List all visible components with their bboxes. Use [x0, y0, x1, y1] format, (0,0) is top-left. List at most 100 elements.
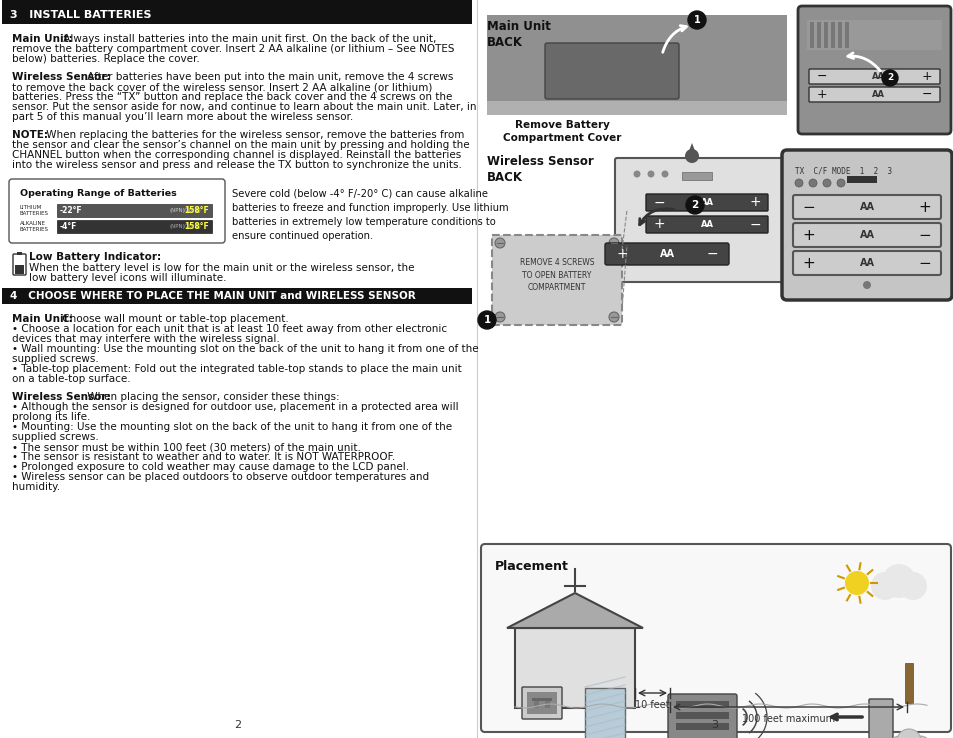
- Circle shape: [887, 736, 911, 738]
- Text: • Table-top placement: Fold out the integrated table-top stands to place the mai: • Table-top placement: Fold out the inte…: [12, 364, 461, 374]
- Circle shape: [808, 179, 816, 187]
- Text: 2: 2: [691, 200, 698, 210]
- Text: on a table-top surface.: on a table-top surface.: [12, 374, 131, 384]
- Text: TX  C/F MODE  1  2  3: TX C/F MODE 1 2 3: [794, 167, 891, 176]
- Circle shape: [684, 149, 699, 163]
- Text: Main Unit
BACK: Main Unit BACK: [486, 20, 550, 49]
- Text: Low Battery Indicator:: Low Battery Indicator:: [29, 252, 161, 262]
- Text: Wireless Sensor:: Wireless Sensor:: [12, 72, 111, 82]
- Text: Main Unit:: Main Unit:: [12, 314, 72, 324]
- Text: ALKALINE
BATTERIES: ALKALINE BATTERIES: [20, 221, 49, 232]
- FancyBboxPatch shape: [521, 687, 561, 719]
- Circle shape: [633, 170, 639, 178]
- Text: 1: 1: [693, 15, 700, 25]
- Text: −: −: [921, 88, 931, 101]
- Bar: [809, 22, 813, 48]
- Text: −: −: [801, 199, 815, 215]
- Circle shape: [608, 238, 618, 248]
- FancyBboxPatch shape: [808, 87, 939, 102]
- Text: Main Unit:: Main Unit:: [12, 34, 72, 44]
- Circle shape: [685, 196, 703, 214]
- Text: 158°F: 158°F: [184, 222, 209, 231]
- Circle shape: [495, 312, 504, 322]
- Text: • Wall mounting: Use the mounting slot on the back of the unit to hang it from o: • Wall mounting: Use the mounting slot o…: [12, 344, 478, 354]
- Circle shape: [608, 312, 618, 322]
- Text: −: −: [653, 196, 664, 210]
- Text: −: −: [816, 70, 826, 83]
- Circle shape: [822, 179, 830, 187]
- Text: AA: AA: [659, 249, 674, 259]
- FancyBboxPatch shape: [492, 235, 621, 325]
- Circle shape: [836, 179, 844, 187]
- Text: −: −: [705, 247, 717, 261]
- FancyBboxPatch shape: [645, 216, 767, 233]
- Text: 158°F: 158°F: [184, 206, 209, 215]
- Text: LITHIUM
BATTERIES: LITHIUM BATTERIES: [20, 205, 49, 216]
- Polygon shape: [686, 143, 697, 156]
- Circle shape: [647, 170, 654, 178]
- FancyBboxPatch shape: [868, 699, 892, 738]
- Bar: [2, 0, 472, 6]
- Circle shape: [862, 281, 870, 289]
- Text: −: −: [918, 227, 930, 243]
- Bar: [676, 712, 728, 719]
- Text: Severe cold (below -4° F/-20° C) can cause alkaline
batteries to freeze and func: Severe cold (below -4° F/-20° C) can cau…: [232, 189, 508, 241]
- Bar: [526, 692, 557, 714]
- Bar: [681, 172, 711, 180]
- Text: (70°C): (70°C): [184, 208, 201, 213]
- Bar: [17, 252, 22, 255]
- Circle shape: [870, 572, 898, 600]
- Circle shape: [896, 729, 920, 738]
- Polygon shape: [506, 593, 642, 628]
- Text: • Prolonged exposure to cold weather may cause damage to the LCD panel.: • Prolonged exposure to cold weather may…: [12, 462, 409, 472]
- Text: AA: AA: [871, 72, 883, 81]
- Text: 2: 2: [234, 720, 241, 730]
- Text: the sensor and clear the sensor’s channel on the main unit by pressing and holdi: the sensor and clear the sensor’s channe…: [12, 140, 469, 150]
- Text: +: +: [816, 88, 826, 101]
- Circle shape: [794, 179, 802, 187]
- Text: AA: AA: [700, 198, 713, 207]
- Text: Placement: Placement: [495, 560, 568, 573]
- Text: AA: AA: [859, 202, 874, 212]
- FancyBboxPatch shape: [792, 195, 940, 219]
- Bar: [676, 701, 728, 708]
- Bar: [806, 20, 941, 50]
- Bar: [2, 288, 472, 304]
- Text: Wireless Sensor:: Wireless Sensor:: [12, 392, 111, 402]
- Bar: [584, 688, 624, 738]
- Text: NOTE:: NOTE:: [12, 130, 48, 140]
- Circle shape: [844, 571, 868, 595]
- Text: CHANNEL button when the corresponding channel is displayed. Reinstall the batter: CHANNEL button when the corresponding ch…: [12, 150, 460, 160]
- Text: below) batteries. Replace the cover.: below) batteries. Replace the cover.: [12, 54, 199, 64]
- Text: 10 feet: 10 feet: [635, 700, 669, 710]
- Bar: [844, 22, 848, 48]
- Bar: [846, 176, 876, 183]
- Text: +: +: [801, 255, 815, 271]
- Text: Wireless Sensor
BACK: Wireless Sensor BACK: [486, 155, 593, 184]
- FancyBboxPatch shape: [797, 6, 950, 134]
- Text: supplied screws.: supplied screws.: [12, 432, 99, 442]
- Bar: [532, 698, 552, 701]
- Text: +: +: [921, 70, 931, 83]
- Text: AA: AA: [859, 258, 874, 268]
- Text: Choose wall mount or table-top placement.: Choose wall mount or table-top placement…: [59, 314, 289, 324]
- Bar: [544, 701, 550, 708]
- Text: • Choose a location for each unit that is at least 10 feet away from other elect: • Choose a location for each unit that i…: [12, 324, 447, 334]
- FancyBboxPatch shape: [781, 150, 951, 300]
- Bar: [57, 220, 212, 233]
- Text: • The sensor is resistant to weather and to water. It is NOT WATERPROOF.: • The sensor is resistant to weather and…: [12, 452, 395, 462]
- FancyBboxPatch shape: [645, 194, 767, 211]
- Text: prolong its life.: prolong its life.: [12, 412, 91, 422]
- Bar: [57, 204, 212, 217]
- Text: +: +: [748, 196, 760, 210]
- Circle shape: [477, 311, 496, 329]
- Text: remove the battery compartment cover. Insert 2 AA alkaline (or lithium – See NOT: remove the battery compartment cover. In…: [12, 44, 454, 54]
- FancyBboxPatch shape: [808, 69, 939, 84]
- FancyBboxPatch shape: [792, 223, 940, 247]
- Text: part 5 of this manual you’ll learn more about the wireless sensor.: part 5 of this manual you’ll learn more …: [12, 112, 353, 122]
- Circle shape: [660, 170, 668, 178]
- Bar: [676, 723, 728, 730]
- Text: -22°F: -22°F: [60, 206, 83, 215]
- Bar: [816, 22, 821, 48]
- Text: When the battery level is low for the main unit or the wireless sensor, the: When the battery level is low for the ma…: [29, 263, 414, 273]
